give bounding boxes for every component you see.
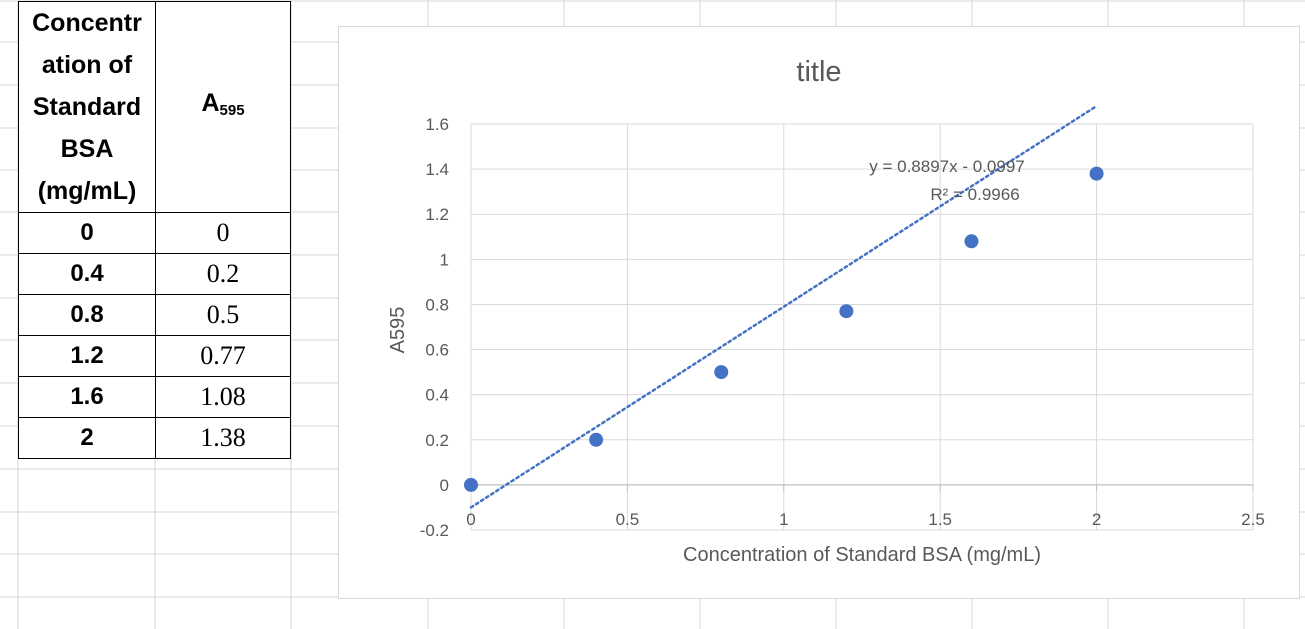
absorbance-cell[interactable]: 1.38 bbox=[155, 417, 291, 459]
absorbance-cell[interactable]: 0.2 bbox=[155, 253, 291, 295]
trendline[interactable] bbox=[469, 104, 1098, 509]
concentration-header[interactable]: Concentr ation of Standard BSA (mg/mL) bbox=[18, 1, 156, 213]
table-row: 1.2 0.77 bbox=[18, 335, 291, 377]
data-point[interactable] bbox=[964, 234, 979, 249]
concentration-cell[interactable]: 0.8 bbox=[18, 294, 156, 336]
trendline-r-squared[interactable]: R² = 0.9966 bbox=[930, 185, 1019, 204]
concentration-cell[interactable]: 1.6 bbox=[18, 376, 156, 418]
data-point[interactable] bbox=[464, 477, 478, 492]
concentration-cell[interactable]: 0.4 bbox=[18, 253, 156, 295]
y-tick-label: 1.6 bbox=[425, 115, 449, 134]
chart-title[interactable]: title bbox=[796, 56, 841, 88]
chart-area[interactable]: -0.2 0 0.2 0.4 0.6 0.8 1 1.2 1.4 1.6 0 0.5 1 1.5 2 2.5 … bbox=[338, 26, 1300, 599]
table-row: 2 1.38 bbox=[18, 417, 291, 459]
y-tick-label: 0.8 bbox=[425, 295, 449, 314]
concentration-header-line: Concentr bbox=[32, 9, 142, 37]
concentration-cell[interactable]: 0 bbox=[18, 212, 156, 254]
absorbance-cell[interactable]: 0 bbox=[155, 212, 291, 254]
concentration-header-line: Standard bbox=[32, 93, 142, 121]
trendline-equation[interactable]: y = 0.8897x - 0.0997 bbox=[869, 157, 1024, 176]
y-tick-label: 1 bbox=[440, 250, 449, 269]
concentration-header-line: ation of bbox=[41, 51, 133, 79]
y-tick-label: 0.4 bbox=[425, 386, 449, 405]
data-point[interactable] bbox=[839, 304, 854, 319]
absorbance-header-subscript: 595 bbox=[219, 102, 245, 119]
y-tick-label: -0.2 bbox=[420, 521, 449, 540]
y-tick-label: 1.4 bbox=[425, 160, 449, 179]
x-tick-label: 1.5 bbox=[928, 510, 952, 529]
x-tick-label: 2.5 bbox=[1241, 510, 1265, 529]
plot-gridlines bbox=[470, 123, 1254, 531]
trendline-group bbox=[469, 104, 1098, 509]
absorbance-cell[interactable]: 0.77 bbox=[155, 335, 291, 377]
x-tick-label: 0.5 bbox=[616, 510, 640, 529]
y-tick-label: 0 bbox=[440, 476, 449, 495]
scatter-chart: -0.200.20.40.60.811.21.41.60 0.5 1 1.5 2 2.5 … bbox=[387, 56, 1265, 566]
absorbance-cell[interactable]: 1.08 bbox=[155, 376, 291, 418]
bsa-data-table: Concentr ation of Standard BSA (mg/mL) A… bbox=[18, 1, 291, 459]
concentration-header-line: (mg/mL) bbox=[37, 177, 137, 205]
absorbance-cell[interactable]: 0.5 bbox=[155, 294, 291, 336]
absorbance-header[interactable]: A595 bbox=[155, 1, 291, 213]
concentration-cell[interactable]: 1.2 bbox=[18, 335, 156, 377]
table-row: 1.6 1.08 bbox=[18, 376, 291, 418]
data-point[interactable] bbox=[1089, 166, 1104, 181]
x-axis-title[interactable]: Concentration of Standard BSA (mg/mL) bbox=[683, 544, 1041, 566]
data-point[interactable] bbox=[589, 432, 604, 447]
y-tick-label: 0.6 bbox=[425, 341, 449, 360]
x-tick-label: 2 bbox=[1092, 510, 1101, 529]
tick-labels: -0.2 0 0.2 0.4 0.6 0.8 1 1.2 1.4 1.6 0 0.5 1 1.5 2 2.5 bbox=[420, 115, 1265, 540]
y-axis-title[interactable]: A595 bbox=[387, 307, 409, 354]
concentration-header-line: BSA bbox=[60, 135, 114, 163]
absorbance-header-label: A bbox=[201, 89, 220, 117]
y-tick-label: 0.2 bbox=[425, 431, 449, 450]
data-point[interactable] bbox=[714, 365, 729, 380]
plot-axes bbox=[470, 484, 1254, 491]
table-row: 0.8 0.5 bbox=[18, 294, 291, 336]
x-tick-label: 1 bbox=[779, 510, 788, 529]
table-row: 0 0 bbox=[18, 212, 291, 254]
table-row: 0.4 0.2 bbox=[18, 253, 291, 295]
table-header-row: Concentr ation of Standard BSA (mg/mL) A… bbox=[18, 1, 291, 213]
concentration-cell[interactable]: 2 bbox=[18, 417, 156, 459]
data-points bbox=[464, 166, 1104, 492]
x-tick-label: 0 bbox=[466, 510, 475, 529]
y-tick-label: 1.2 bbox=[425, 205, 449, 224]
